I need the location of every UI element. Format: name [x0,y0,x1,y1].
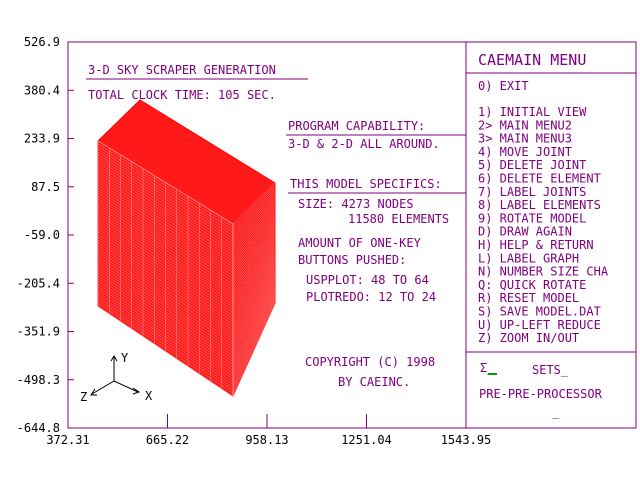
y-tick-label: -644.8 [17,421,60,435]
y-tick-label: 526.9 [24,35,60,49]
menu-item[interactable]: 9) ROTATE MODEL [478,211,586,225]
triad-z-label: Z [80,390,87,404]
y-tick-label: 380.4 [24,83,60,97]
x-tick-label: 665.22 [146,433,189,447]
triad-y-head [110,355,118,362]
menu-item[interactable]: Z) ZOOM IN/OUT [478,331,579,345]
menu-item[interactable]: 4) MOVE JOINT [478,145,572,159]
menu-item[interactable]: Q: QUICK ROTATE [478,278,586,292]
skyscraper-model[interactable] [97,99,276,397]
menu-item[interactable]: 5) DELETE JOINT [478,158,586,172]
processor-cursor: _ [552,405,560,419]
menu-item[interactable]: D) DRAW AGAIN [478,225,572,239]
axis-triad-icon [90,355,141,396]
menu-item[interactable]: 6) DELETE ELEMENT [478,172,601,186]
onekey-line-1: AMOUNT OF ONE-KEY [298,236,422,250]
x-tick-label: 1251.04 [341,433,392,447]
menu-item[interactable]: 1) INITIAL VIEW [478,105,587,119]
sets-prompt-icon: Σ_ [480,361,495,375]
nodes-count: SIZE: 4273 NODES [298,197,414,211]
menu-frame [465,41,637,429]
copyright: COPYRIGHT (C) 1998 [305,355,435,369]
y-axis-ticks: 526.9 380.4 233.9 87.5 -59.0 -205.4 -351.9 -498… [17,35,74,435]
menu-item[interactable]: 3> MAIN MENU3 [478,132,572,146]
triad-x-head [132,387,141,395]
y-tick-label: -205.4 [17,276,60,290]
x-tick-label: 1543.95 [441,433,492,447]
info-panel: 3-D SKY SCRAPER GENERATION TOTAL CLOCK T… [86,63,466,389]
y-tick-label: -351.9 [17,325,60,339]
menu-item[interactable]: S) SAVE MODEL.DAT [478,305,601,319]
x-tick-label: 958.13 [245,433,288,447]
triad-z-head [90,388,97,396]
capability-text: 3-D & 2-D ALL AROUND. [288,137,440,151]
menu-title: CAEMAIN MENU [478,51,586,69]
processor-label: PRE-PRE-PROCESSOR [479,387,603,401]
sets-label[interactable]: SETS_ [532,363,569,377]
y-tick-label: -59.0 [24,228,60,242]
y-tick-label: 87.5 [31,180,60,194]
menu-item-exit[interactable]: 0) EXIT [478,79,529,93]
menu-item[interactable]: 7) LABEL JOINTS [478,185,586,199]
menu-item[interactable]: R) RESET MODEL [478,291,579,305]
onekey-line-2: BUTTONS PUSHED: [298,253,406,267]
triad-y-label: Y [121,351,129,365]
model-title: 3-D SKY SCRAPER GENERATION [88,63,276,77]
elements-count: 11580 ELEMENTS [348,212,449,226]
company: BY CAEINC. [338,375,410,389]
menu-item[interactable]: 8) LABEL ELEMENTS [478,198,601,212]
x-tick-label: 372.31 [46,433,89,447]
y-tick-label: 233.9 [24,132,60,146]
capability-heading: PROGRAM CAPABILITY: [288,119,425,133]
plotredo-count: PLOTREDO: 12 TO 24 [306,290,436,304]
menu-item[interactable]: H) HELP & RETURN [478,238,594,252]
triad-x-label: X [145,389,153,403]
specifics-heading: THIS MODEL SPECIFICS: [290,177,442,191]
menu-item[interactable]: N) NUMBER SIZE CHA [478,265,609,279]
x-axis-ticks: 372.31 665.22 958.13 1251.04 1543.95 [46,414,491,447]
usp-plot-count: USPPLOT: 48 TO 64 [306,273,429,287]
clock-time: TOTAL CLOCK TIME: 105 SEC. [88,88,276,102]
menu-item[interactable]: 2> MAIN MENU2 [478,118,572,132]
menu-item[interactable]: L) LABEL GRAPH [478,251,579,265]
menu-item[interactable]: U) UP-LEFT REDUCE [478,318,601,332]
triad-z-arrow [91,380,115,395]
y-tick-label: -498.3 [17,373,60,387]
triad-x-arrow [113,380,139,393]
